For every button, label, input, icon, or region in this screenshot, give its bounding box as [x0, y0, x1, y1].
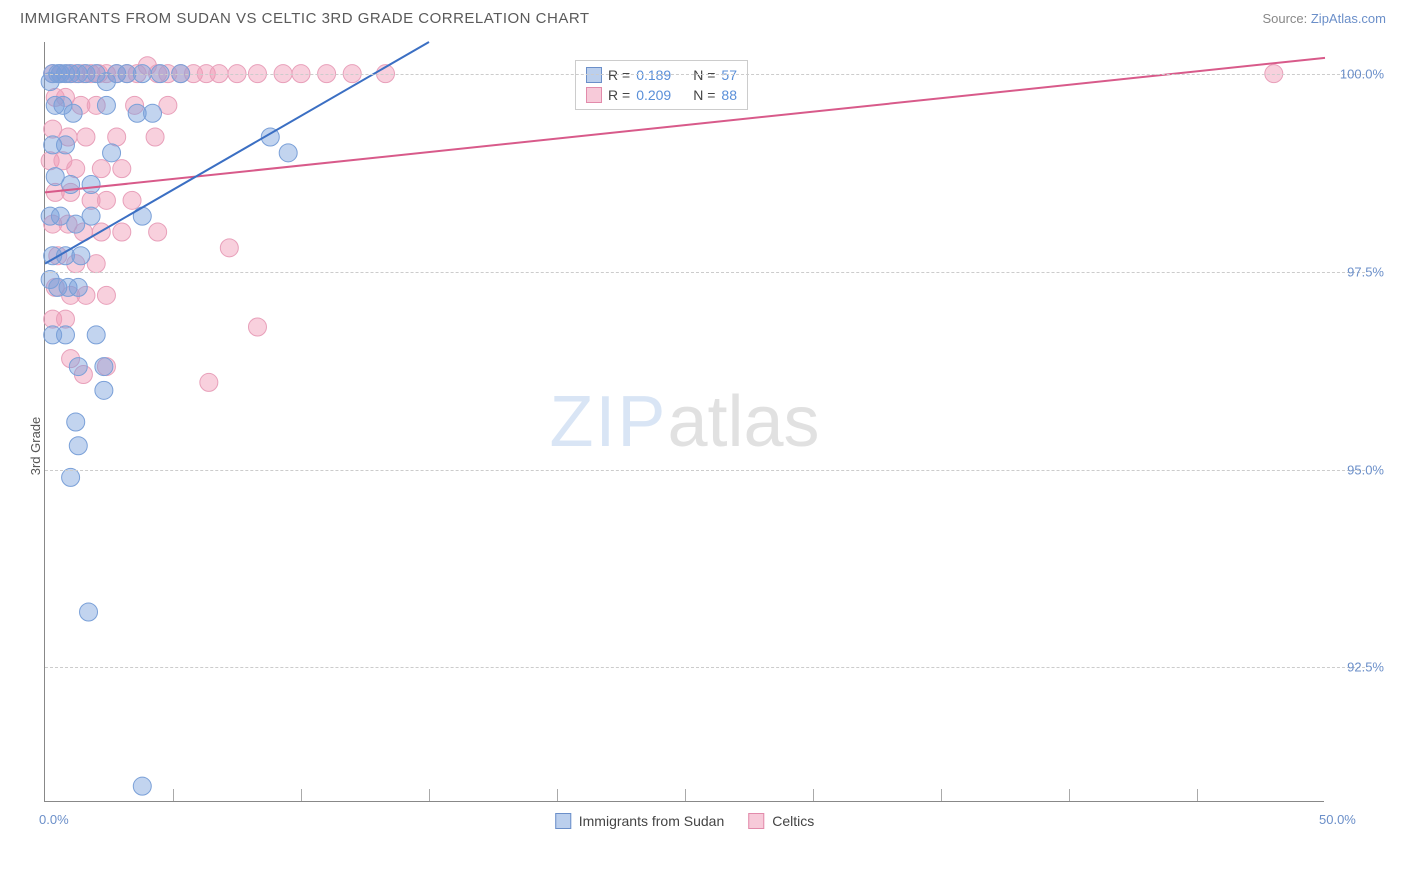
x-tick: [1197, 789, 1198, 801]
scatter-point-blue: [56, 136, 74, 154]
gridline-h: [45, 470, 1365, 471]
x-tick: [813, 789, 814, 801]
scatter-point-blue: [67, 413, 85, 431]
scatter-point-pink: [67, 160, 85, 178]
scatter-point-blue: [69, 437, 87, 455]
y-tick-label: 100.0%: [1329, 66, 1384, 81]
chart-title: IMMIGRANTS FROM SUDAN VS CELTIC 3RD GRAD…: [20, 10, 590, 27]
x-tick-label: 0.0%: [39, 812, 69, 827]
swatch-blue-icon: [586, 67, 602, 83]
n-value-blue: 57: [721, 67, 737, 83]
swatch-blue-icon: [555, 813, 571, 829]
scatter-point-blue: [103, 144, 121, 162]
n-value-pink: 88: [721, 87, 737, 103]
swatch-pink-icon: [748, 813, 764, 829]
scatter-point-blue: [95, 358, 113, 376]
scatter-point-pink: [56, 310, 74, 328]
scatter-point-blue: [69, 358, 87, 376]
scatter-point-pink: [123, 191, 141, 209]
x-tick: [685, 789, 686, 801]
scatter-point-blue: [62, 468, 80, 486]
legend-row-pink: R = 0.209 N = 88: [586, 85, 737, 105]
scatter-point-blue: [82, 207, 100, 225]
scatter-point-pink: [149, 223, 167, 241]
n-label: N =: [693, 67, 715, 83]
legend-item-blue: Immigrants from Sudan: [555, 813, 725, 829]
scatter-point-blue: [133, 207, 151, 225]
scatter-point-blue: [97, 96, 115, 114]
x-tick-label: 50.0%: [1319, 812, 1356, 827]
scatter-point-blue: [133, 777, 151, 795]
r-label: R =: [608, 87, 630, 103]
scatter-point-blue: [82, 176, 100, 194]
scatter-point-blue: [69, 278, 87, 296]
gridline-h: [45, 667, 1365, 668]
series-legend: Immigrants from Sudan Celtics: [555, 813, 815, 829]
x-tick: [941, 789, 942, 801]
source-link[interactable]: ZipAtlas.com: [1311, 11, 1386, 26]
scatter-point-blue: [95, 381, 113, 399]
n-label: N =: [693, 87, 715, 103]
scatter-point-blue: [144, 104, 162, 122]
x-tick: [1069, 789, 1070, 801]
swatch-pink-icon: [586, 87, 602, 103]
legend-item-pink: Celtics: [748, 813, 814, 829]
scatter-point-pink: [92, 160, 110, 178]
scatter-point-blue: [87, 326, 105, 344]
chart-container: ZIPatlas R = 0.189 N = 57 R = 0.209 N = …: [44, 42, 1384, 842]
scatter-point-pink: [108, 128, 126, 146]
chart-source: Source: ZipAtlas.com: [1262, 11, 1386, 26]
gridline-h: [45, 272, 1365, 273]
scatter-point-blue: [279, 144, 297, 162]
r-label: R =: [608, 67, 630, 83]
y-tick-label: 95.0%: [1329, 462, 1384, 477]
scatter-plot-svg: [45, 42, 1325, 802]
legend-label-blue: Immigrants from Sudan: [579, 813, 725, 829]
legend-row-blue: R = 0.189 N = 57: [586, 65, 737, 85]
scatter-point-pink: [113, 223, 131, 241]
scatter-point-pink: [146, 128, 164, 146]
scatter-point-pink: [97, 286, 115, 304]
scatter-point-pink: [97, 191, 115, 209]
scatter-point-pink: [200, 373, 218, 391]
x-tick: [301, 789, 302, 801]
x-tick: [429, 789, 430, 801]
scatter-point-blue: [72, 247, 90, 265]
y-axis-label: 3rd Grade: [28, 417, 43, 476]
plot-area: ZIPatlas R = 0.189 N = 57 R = 0.209 N = …: [44, 42, 1324, 802]
x-tick: [557, 789, 558, 801]
scatter-point-pink: [77, 128, 95, 146]
scatter-point-blue: [64, 104, 82, 122]
chart-header: IMMIGRANTS FROM SUDAN VS CELTIC 3RD GRAD…: [0, 0, 1406, 27]
legend-label-pink: Celtics: [772, 813, 814, 829]
scatter-point-blue: [80, 603, 98, 621]
scatter-point-pink: [248, 318, 266, 336]
source-prefix: Source:: [1262, 11, 1310, 26]
r-value-pink: 0.209: [636, 87, 671, 103]
gridline-h: [45, 74, 1365, 75]
scatter-point-blue: [56, 326, 74, 344]
r-value-blue: 0.189: [636, 67, 671, 83]
correlation-legend: R = 0.189 N = 57 R = 0.209 N = 88: [575, 60, 748, 110]
x-tick: [173, 789, 174, 801]
y-tick-label: 92.5%: [1329, 660, 1384, 675]
scatter-point-pink: [113, 160, 131, 178]
scatter-point-pink: [220, 239, 238, 257]
y-tick-label: 97.5%: [1329, 264, 1384, 279]
